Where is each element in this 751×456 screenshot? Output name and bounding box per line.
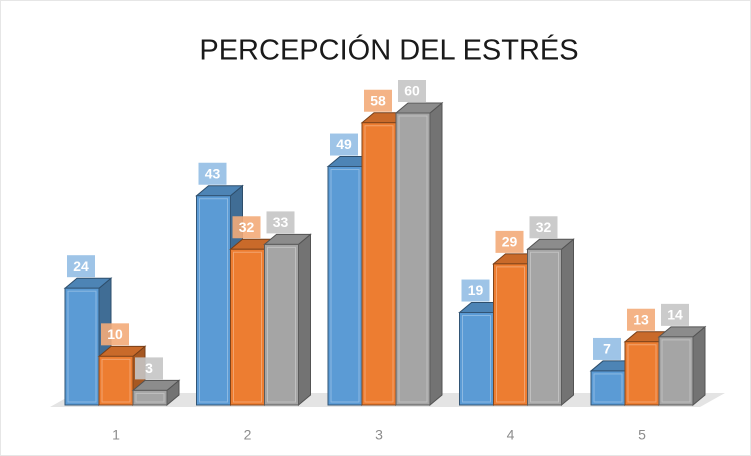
bar-highlight	[135, 392, 165, 403]
data-label: 29	[502, 234, 518, 250]
bar-highlight	[101, 358, 131, 403]
bar-highlight	[233, 251, 262, 403]
bar-highlight	[593, 373, 623, 403]
chart-title: PERCEPCIÓN DEL ESTRÉS	[199, 34, 578, 67]
data-label-box	[627, 308, 655, 331]
bar-front	[527, 248, 562, 406]
bar	[394, 101, 444, 407]
bar	[526, 238, 575, 407]
bar-highlight	[199, 198, 228, 403]
data-label: 14	[667, 307, 683, 323]
bar-side	[561, 238, 574, 407]
bar-highlight	[627, 344, 657, 403]
data-label: 7	[603, 341, 611, 357]
bar-front	[493, 263, 528, 406]
data-label-box	[495, 230, 524, 253]
bar-side	[692, 325, 706, 407]
bar-front	[132, 389, 168, 406]
bar-highlight	[267, 246, 296, 403]
data-label: 33	[273, 214, 289, 230]
x-tick-label: 1	[112, 427, 120, 443]
bar-highlight	[462, 315, 491, 403]
bar-highlight	[330, 169, 360, 403]
bar-highlight	[530, 251, 559, 403]
x-tick-label: 5	[638, 427, 646, 443]
data-label-box	[330, 133, 358, 156]
data-label: 10	[107, 326, 123, 342]
data-label-box	[593, 337, 621, 360]
bar-front	[395, 112, 431, 406]
x-tick-label: 4	[507, 427, 515, 443]
data-label: 32	[536, 219, 552, 235]
data-label-box	[398, 80, 426, 102]
bar	[657, 325, 707, 407]
bar-front	[230, 248, 265, 406]
bar-highlight	[67, 290, 97, 403]
bar-front	[196, 195, 231, 406]
data-label-box	[661, 303, 689, 326]
bar-front	[624, 341, 660, 406]
bar-front	[459, 312, 494, 406]
data-label: 24	[73, 258, 89, 274]
data-label-box	[266, 211, 295, 234]
data-label-box	[198, 162, 227, 185]
bar-side	[429, 101, 443, 407]
bar	[131, 379, 181, 407]
data-label: 13	[633, 311, 649, 327]
data-label: 43	[205, 165, 221, 181]
bar-front	[361, 122, 397, 406]
data-label-box	[101, 323, 129, 346]
data-label: 60	[404, 83, 420, 99]
bar-highlight	[496, 266, 525, 403]
data-label-box	[232, 216, 261, 239]
bar-front	[264, 243, 299, 406]
bar-side	[298, 233, 311, 407]
data-label-box	[461, 279, 490, 302]
bar-highlight	[364, 125, 394, 403]
x-tick-label: 3	[375, 427, 383, 443]
x-tick-label: 2	[244, 427, 252, 443]
bar	[263, 233, 312, 407]
data-label: 58	[370, 92, 386, 108]
bar-front	[658, 336, 694, 406]
bar-highlight	[398, 115, 428, 403]
bar-front	[590, 370, 626, 406]
bar-highlight	[661, 339, 691, 403]
bar-front	[327, 166, 363, 406]
data-label: 32	[239, 219, 255, 235]
bar-front	[98, 355, 134, 406]
bar-front	[64, 287, 100, 406]
data-label-box	[529, 216, 558, 239]
data-label-box	[67, 255, 95, 278]
data-label: 3	[145, 360, 153, 376]
data-label: 49	[336, 136, 352, 152]
data-label-box	[364, 89, 392, 112]
data-label-box	[135, 357, 163, 380]
data-label: 19	[468, 282, 484, 298]
